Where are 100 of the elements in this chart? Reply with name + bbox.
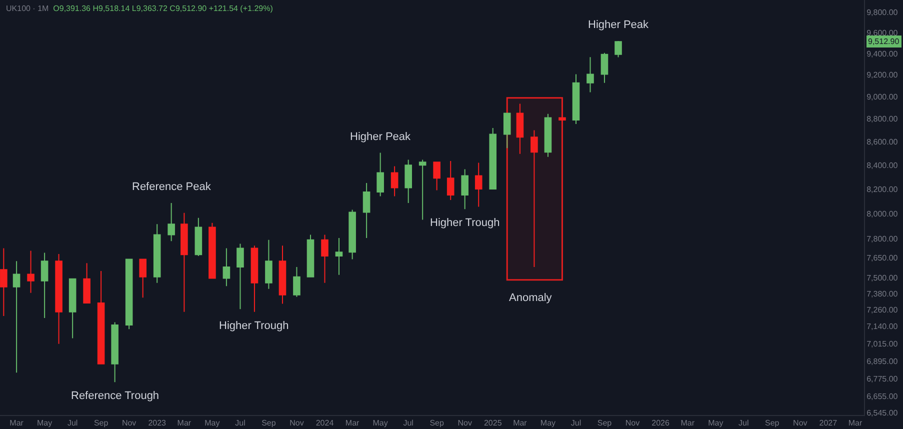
x-tick-label: Mar <box>10 418 24 428</box>
candlestick <box>516 103 524 154</box>
candlestick <box>0 248 8 316</box>
annotation: Higher Trough <box>219 320 289 332</box>
candlestick <box>600 52 608 84</box>
candlestick <box>306 234 314 278</box>
x-tick-label: Sep <box>597 418 612 428</box>
candlestick <box>250 245 258 312</box>
band-label: Anomaly <box>509 292 552 304</box>
y-tick-label: 7,015.00 <box>866 340 898 349</box>
annotation: Higher Peak <box>350 131 412 143</box>
candlestick <box>97 270 105 364</box>
y-tick-label: 7,500.00 <box>866 273 898 282</box>
x-tick-label: 2026 <box>652 418 670 428</box>
annotation: Reference Peak <box>132 181 212 193</box>
y-tick-label: 9,200.00 <box>866 70 898 80</box>
candlestick <box>111 322 118 383</box>
candlestick <box>530 130 538 268</box>
annotation: Higher Peak <box>588 19 650 31</box>
candlestick <box>348 209 356 260</box>
candlestick <box>321 234 328 284</box>
annotation: Higher Trough <box>430 217 500 229</box>
candlestick <box>390 166 398 197</box>
candlestick <box>12 260 20 374</box>
x-tick-label: Mar <box>177 418 192 428</box>
x-tick-label: Mar <box>848 418 862 428</box>
candlestick <box>376 152 384 197</box>
x-tick-label: Nov <box>290 418 304 428</box>
candlestick <box>503 112 511 149</box>
candlestick <box>614 40 622 58</box>
x-tick-label: May <box>708 418 724 428</box>
x-tick-label: Nov <box>625 418 640 428</box>
x-tick-label: Mar <box>680 418 695 428</box>
annotation: 9,512.90 <box>868 37 900 46</box>
y-tick-label: 6,655.00 <box>866 392 898 401</box>
candlestick <box>404 159 412 204</box>
candlestick <box>572 74 580 124</box>
candlestick <box>433 162 440 191</box>
candlestick <box>278 245 286 304</box>
candlestick <box>68 278 76 339</box>
x-tick-label: Sep <box>94 418 109 428</box>
candlestick <box>474 162 482 208</box>
candlestick <box>265 239 272 290</box>
text: O9,391.36 H9,518.14 L9,363.72 C9,512.90 +121.54 (+1.29%) <box>53 4 274 13</box>
candlestick <box>461 168 468 210</box>
x-tick-label: May <box>37 418 52 428</box>
y-tick-label: 7,800.00 <box>866 234 898 244</box>
y-tick-label: 6,775.00 <box>866 374 898 384</box>
x-tick-label: Jul <box>570 418 582 428</box>
y-tick-label: 7,140.00 <box>866 322 898 332</box>
y-tick-label: 7,380.00 <box>866 289 898 298</box>
candlestick <box>418 159 426 220</box>
x-tick-label: 2023 <box>148 418 167 428</box>
candlestick <box>27 250 34 294</box>
candlestick <box>335 237 343 276</box>
x-tick-label: Nov <box>122 418 136 428</box>
candlestick <box>446 160 454 200</box>
x-tick-label: 2027 <box>819 418 838 428</box>
x-tick-label: Jul <box>235 418 246 428</box>
candlestick <box>168 202 175 242</box>
candlestick <box>139 258 146 298</box>
y-tick-label: 6,545.00 <box>866 408 898 418</box>
candlestick <box>489 127 497 190</box>
x-tick-label: Jul <box>403 418 414 428</box>
y-tick-label: 8,600.00 <box>866 138 898 147</box>
x-tick-label: Nov <box>793 418 808 428</box>
candlestick <box>236 243 244 310</box>
candlestick <box>362 182 370 238</box>
candlestick <box>208 222 216 279</box>
x-tick-label: Nov <box>458 418 472 428</box>
candlestick <box>40 252 48 319</box>
x-tick-label: Sep <box>765 418 780 428</box>
x-tick-label: 2024 <box>316 418 334 428</box>
y-tick-label: 9,600.00 <box>866 28 898 38</box>
y-tick-label: 9,000.00 <box>866 92 898 102</box>
x-tick-label: Mar <box>513 418 528 428</box>
annotation: Reference Trough <box>71 390 160 402</box>
x-tick-label: Sep <box>430 418 444 428</box>
x-tick-label: Sep <box>262 418 276 428</box>
candlestick <box>125 258 133 330</box>
x-tick-label: May <box>540 418 556 428</box>
candlestick <box>544 113 552 158</box>
candlestick <box>222 248 230 287</box>
x-tick-label: Jul <box>738 418 749 428</box>
candlestick <box>153 224 161 284</box>
y-tick-label: 8,400.00 <box>866 160 898 170</box>
y-tick-label: 8,800.00 <box>866 114 898 124</box>
candlestick <box>194 217 202 256</box>
x-tick-label: 2025 <box>484 418 502 428</box>
x-tick-label: Jul <box>67 418 78 428</box>
y-tick-label: 6,895.00 <box>866 356 898 366</box>
text: UK100 · 1M <box>6 4 50 13</box>
x-tick-label: May <box>204 418 220 428</box>
y-tick-label: 8,200.00 <box>866 184 898 194</box>
x-tick-label: Mar <box>345 418 360 428</box>
y-tick-label: 7,650.00 <box>866 254 898 263</box>
y-tick-label: 9,400.00 <box>866 49 898 58</box>
candlestick <box>55 254 62 344</box>
candlestick <box>83 262 90 304</box>
y-tick-label: 7,260.00 <box>866 306 898 315</box>
